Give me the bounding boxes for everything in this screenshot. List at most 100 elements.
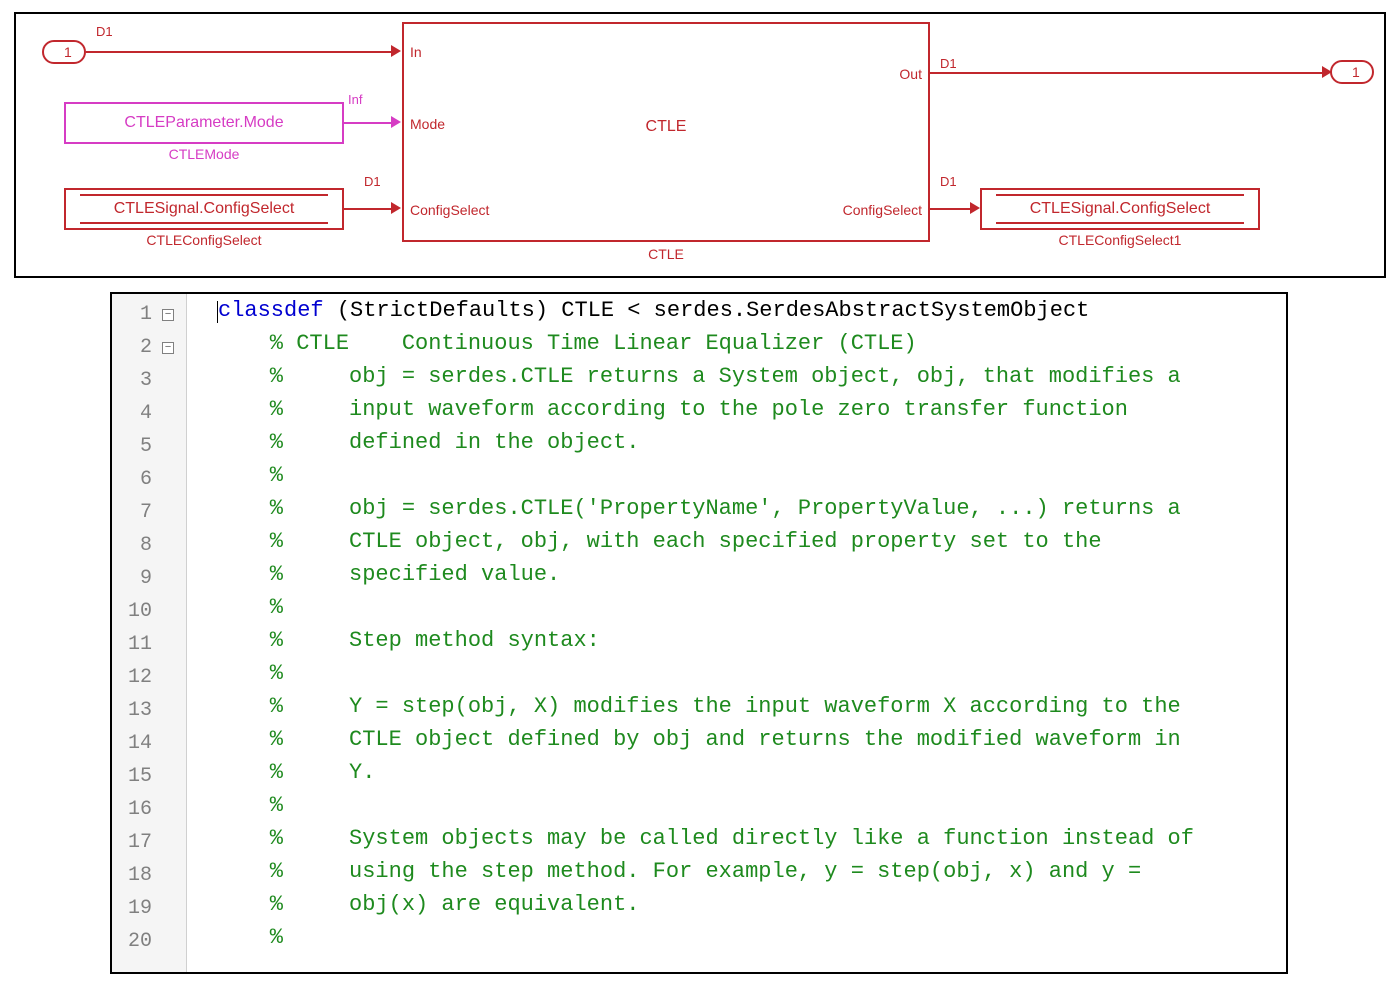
code-line[interactable]: % Step method syntax:	[217, 624, 1286, 657]
gutter-row: 12	[112, 661, 187, 694]
code-editor[interactable]: 1−2−34567891011121314151617181920 classd…	[110, 292, 1288, 974]
comment-token: % CTLE object defined by obj and returns…	[217, 727, 1181, 752]
code-line[interactable]: % CTLE object defined by obj and returns…	[217, 723, 1286, 756]
code-line[interactable]: %	[217, 921, 1286, 954]
arrow-icon	[970, 202, 980, 214]
cfgselect-write-caption: CTLEConfigSelect1	[980, 232, 1260, 248]
line-number: 8	[112, 529, 156, 562]
code-line[interactable]: % obj(x) are equivalent.	[217, 888, 1286, 921]
code-line[interactable]: %	[217, 789, 1286, 822]
comment-token: %	[217, 661, 283, 686]
mode-constant-block[interactable]: CTLEParameter.Mode	[64, 102, 344, 144]
gutter-row: 3	[112, 364, 187, 397]
comment-token: % obj(x) are equivalent.	[217, 892, 639, 917]
ctle-caption: CTLE	[402, 246, 930, 262]
fold-icon[interactable]: −	[162, 309, 174, 321]
code-line[interactable]: % Y = step(obj, X) modifies the input wa…	[217, 690, 1286, 723]
code-line[interactable]: classdef (StrictDefaults) CTLE < serdes.…	[217, 294, 1286, 327]
keyword-token: classdef	[218, 298, 324, 323]
gutter-row: 9	[112, 562, 187, 595]
code-line[interactable]: %	[217, 459, 1286, 492]
line-number: 14	[112, 727, 156, 760]
code-line[interactable]: % obj = serdes.CTLE('PropertyName', Prop…	[217, 492, 1286, 525]
gutter-row: 14	[112, 727, 187, 760]
comment-token: % using the step method. For example, y …	[217, 859, 1141, 884]
port-cfgsel-out-label: ConfigSelect	[843, 202, 922, 218]
gutter-row: 7	[112, 496, 187, 529]
gutter-row: 11	[112, 628, 187, 661]
wire-in	[86, 51, 391, 53]
port-out-label: Out	[899, 66, 922, 82]
gutter-row: 18	[112, 859, 187, 892]
code-line[interactable]: % specified value.	[217, 558, 1286, 591]
gutter: 1−2−34567891011121314151617181920	[112, 294, 187, 972]
comment-token: % System objects may be called directly …	[217, 826, 1194, 851]
code-line[interactable]: % input waveform according to the pole z…	[217, 393, 1286, 426]
signal-label-out-d1: D1	[940, 56, 957, 71]
line-number: 17	[112, 826, 156, 859]
gutter-row: 10	[112, 595, 187, 628]
mode-block-text: CTLEParameter.Mode	[124, 114, 283, 132]
ctle-subsystem-block[interactable]: In Mode ConfigSelect Out ConfigSelect CT…	[402, 22, 930, 242]
gutter-row: 13	[112, 694, 187, 727]
comment-token: % specified value.	[217, 562, 560, 587]
gutter-row: 2−	[112, 331, 187, 364]
gutter-row: 5	[112, 430, 187, 463]
gutter-row: 15	[112, 760, 187, 793]
line-number: 16	[112, 793, 156, 826]
ctle-title: CTLE	[404, 118, 928, 136]
gutter-row: 17	[112, 826, 187, 859]
code-line[interactable]: % Y.	[217, 756, 1286, 789]
gutter-row: 4	[112, 397, 187, 430]
code-area[interactable]: classdef (StrictDefaults) CTLE < serdes.…	[187, 294, 1286, 954]
wire-out	[930, 72, 1322, 74]
comment-token: % CTLE Continuous Time Linear Equalizer …	[217, 331, 917, 356]
comment-token: %	[217, 925, 283, 950]
comment-token: % input waveform according to the pole z…	[217, 397, 1128, 422]
comment-token: % Y = step(obj, X) modifies the input wa…	[217, 694, 1181, 719]
cfgselect-read-block[interactable]: CTLESignal.ConfigSelect	[64, 188, 344, 230]
cfgselect-read-text: CTLESignal.ConfigSelect	[114, 200, 295, 218]
line-number: 2	[112, 331, 156, 364]
signal-label-cfgsel-out-d1: D1	[940, 174, 957, 189]
code-line[interactable]: % using the step method. For example, y …	[217, 855, 1286, 888]
arrow-icon	[391, 116, 401, 128]
line-number: 7	[112, 496, 156, 529]
arrow-icon	[391, 45, 401, 57]
comment-token: % CTLE object, obj, with each specified …	[217, 529, 1102, 554]
inport-block[interactable]: 1	[42, 40, 86, 64]
line-number: 4	[112, 397, 156, 430]
outport-label: 1	[1352, 62, 1360, 82]
wire-mode	[344, 122, 391, 124]
comment-token: % obj = serdes.CTLE('PropertyName', Prop…	[217, 496, 1181, 521]
cfgselect-write-block[interactable]: CTLESignal.ConfigSelect	[980, 188, 1260, 230]
code-line[interactable]: %	[217, 591, 1286, 624]
outport-block[interactable]: 1	[1330, 60, 1374, 84]
simulink-diagram: 1 D1 CTLEParameter.Mode CTLEMode Inf CTL…	[14, 12, 1386, 278]
port-cfgsel-in-label: ConfigSelect	[410, 202, 489, 218]
line-number: 18	[112, 859, 156, 892]
text-token: (StrictDefaults) CTLE < serdes.SerdesAbs…	[324, 298, 1090, 323]
comment-token: % obj = serdes.CTLE returns a System obj…	[217, 364, 1181, 389]
code-line[interactable]: % CTLE Continuous Time Linear Equalizer …	[217, 327, 1286, 360]
code-line[interactable]: % obj = serdes.CTLE returns a System obj…	[217, 360, 1286, 393]
cfgselect-read-caption: CTLEConfigSelect	[64, 232, 344, 248]
line-number: 5	[112, 430, 156, 463]
line-number: 9	[112, 562, 156, 595]
gutter-row: 20	[112, 925, 187, 958]
mode-block-caption: CTLEMode	[64, 146, 344, 162]
cfgselect-write-text: CTLESignal.ConfigSelect	[1030, 200, 1211, 218]
inport-label: 1	[64, 42, 72, 62]
code-line[interactable]: %	[217, 657, 1286, 690]
code-line[interactable]: % CTLE object, obj, with each specified …	[217, 525, 1286, 558]
comment-token: % Y.	[217, 760, 375, 785]
line-number: 10	[112, 595, 156, 628]
gutter-row: 1−	[112, 298, 187, 331]
code-line[interactable]: % System objects may be called directly …	[217, 822, 1286, 855]
line-number: 3	[112, 364, 156, 397]
signal-label-cfgsel-d1: D1	[364, 174, 381, 189]
fold-icon[interactable]: −	[162, 342, 174, 354]
line-number: 13	[112, 694, 156, 727]
code-line[interactable]: % defined in the object.	[217, 426, 1286, 459]
gutter-row: 8	[112, 529, 187, 562]
